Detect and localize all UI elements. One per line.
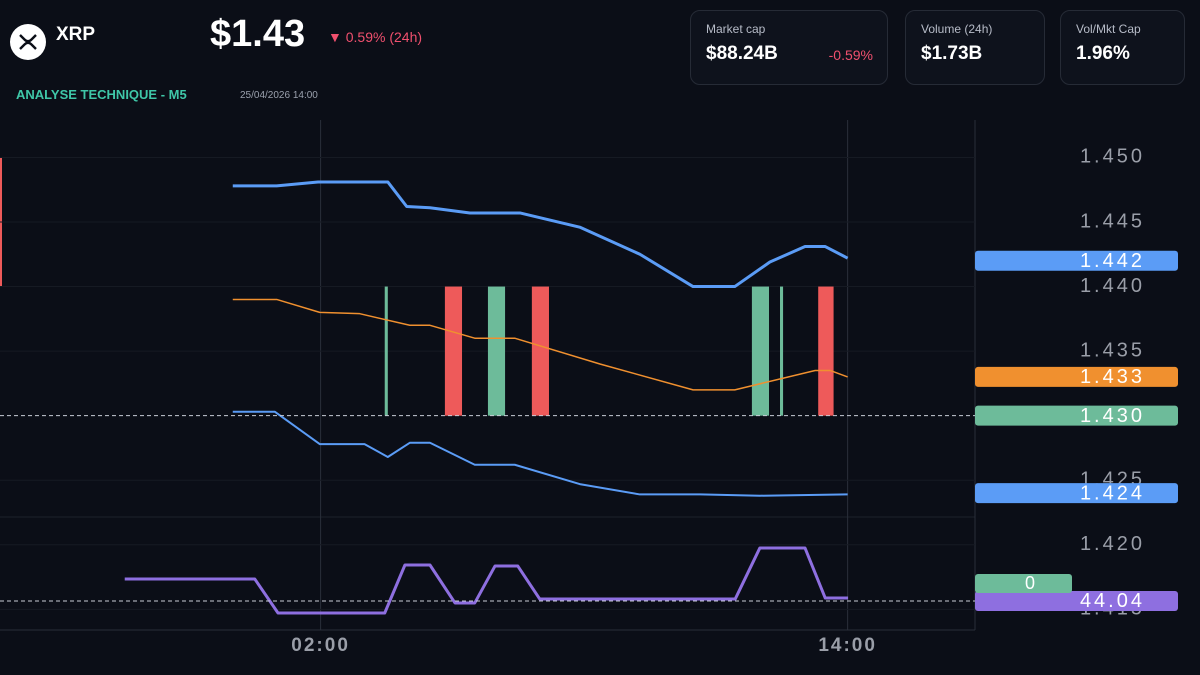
y-tick-label: 1.420	[1080, 533, 1145, 555]
xrp-icon	[10, 24, 46, 60]
stat-label: Market cap	[706, 22, 766, 36]
stat-label: Vol/Mkt Cap	[1076, 22, 1141, 36]
price-badge	[975, 250, 1178, 271]
price-badge	[975, 366, 1178, 387]
price-badge-label: 1.424	[1080, 482, 1145, 504]
stat-change: -0.59%	[828, 47, 873, 63]
stat-card: Market cap $88.24B -0.59%	[690, 10, 888, 85]
candle-bar	[751, 286, 770, 416]
y-tick-label: 1.440	[1080, 275, 1145, 297]
stat-label: Volume (24h)	[921, 22, 993, 36]
price-badge	[975, 590, 1178, 611]
stat-value: $88.24B	[706, 43, 778, 64]
price-change: ▼ 0.59% (24h)	[328, 29, 423, 45]
x-tick-label: 14:00	[818, 635, 877, 656]
price-badge-label: 1.433	[1080, 366, 1145, 388]
stat-card: Volume (24h) $1.73B	[905, 10, 1045, 85]
indicator-badge-label: 0	[1025, 573, 1035, 593]
candle-bar	[531, 286, 549, 416]
stat-value: 1.96%	[1076, 43, 1130, 64]
series-line	[232, 180, 849, 289]
series-line	[232, 298, 848, 391]
price-badge	[975, 483, 1178, 504]
price: $1.43	[210, 13, 306, 55]
y-tick-label: 1.435	[1080, 339, 1145, 361]
symbol: XRP	[56, 24, 96, 45]
candle-bar	[780, 286, 784, 416]
series-line	[232, 410, 848, 497]
x-tick-label: 02:00	[291, 635, 350, 656]
indicator-badge	[975, 574, 1072, 593]
price-badge-label: 1.442	[1080, 250, 1145, 272]
stat-value: $1.73B	[921, 43, 983, 64]
section-title: ANALYSE TECHNIQUE - M5	[16, 87, 187, 102]
candle-bar	[444, 286, 463, 416]
stat-card: Vol/Mkt Cap 1.96%	[1060, 10, 1185, 85]
price-badge-label: 1.430	[1080, 405, 1145, 427]
candle-bar	[384, 286, 388, 416]
y-tick-label: 1.445	[1080, 210, 1145, 232]
timestamp: 25/04/2026 14:00	[240, 90, 318, 101]
y-tick-label: 1.450	[1080, 146, 1145, 168]
candle-bar	[818, 286, 834, 416]
price-badge-label: 44.04	[1080, 590, 1145, 612]
price-badge	[975, 405, 1178, 426]
series-line	[124, 546, 849, 615]
candle-bar	[487, 286, 506, 416]
